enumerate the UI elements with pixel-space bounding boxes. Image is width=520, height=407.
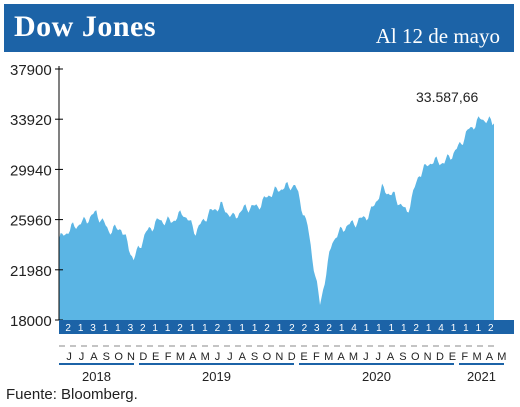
x-day-label: 3: [128, 323, 134, 334]
x-month-label: J: [227, 351, 233, 363]
x-day-label: 3: [90, 323, 96, 334]
source-note: Fuente: Bloomberg.: [6, 386, 138, 403]
x-day-label: 2: [302, 323, 308, 334]
x-month-label: N: [424, 351, 432, 363]
y-tick-label: 21980: [10, 263, 52, 280]
x-month-label: J: [66, 351, 72, 363]
x-month-label: O: [114, 351, 123, 363]
chart-date: Al 12 de mayo: [375, 24, 500, 48]
x-day-label: 1: [401, 323, 407, 334]
x-day-label: 1: [376, 323, 382, 334]
y-tick-label: 25960: [10, 213, 52, 230]
x-day-label: 2: [215, 323, 221, 334]
x-month-label: M: [497, 351, 506, 363]
x-month-label: J: [215, 351, 221, 363]
chart-header: Dow Jones Al 12 de mayo: [4, 4, 514, 52]
x-month-label: E: [300, 351, 307, 363]
x-month-label: M: [201, 351, 210, 363]
x-day-label: 1: [476, 323, 482, 334]
x-day-label: 1: [202, 323, 208, 334]
x-day-label: 2: [65, 323, 71, 334]
x-month-label: M: [473, 351, 482, 363]
x-month-label: M: [349, 351, 358, 363]
x-month-label: A: [486, 351, 494, 363]
x-month-label: J: [363, 351, 369, 363]
x-month-label: A: [239, 351, 247, 363]
x-month-label: J: [79, 351, 85, 363]
x-month-label: D: [139, 351, 147, 363]
chart-title: Dow Jones: [14, 10, 157, 43]
x-day-label: 1: [252, 323, 258, 334]
x-day-label: 1: [165, 323, 171, 334]
y-tick-label: 37900: [10, 62, 52, 79]
x-month-label: A: [189, 351, 197, 363]
x-month-label: A: [337, 351, 345, 363]
x-day-label: 1: [463, 323, 469, 334]
y-tick-label: 18000: [10, 313, 52, 330]
x-day-label: 2: [140, 323, 146, 334]
year-label: 2019: [202, 369, 231, 384]
x-month-label: N: [275, 351, 283, 363]
x-month-label: O: [411, 351, 420, 363]
x-month-label: A: [90, 351, 98, 363]
x-month-label: F: [313, 351, 320, 363]
x-month-label: M: [324, 351, 333, 363]
x-day-label: 4: [438, 323, 444, 334]
x-day-label: 1: [227, 323, 233, 334]
x-day-label: 2: [413, 323, 419, 334]
x-month-label: S: [399, 351, 406, 363]
area-series: [59, 116, 494, 320]
x-day-label: 2: [326, 323, 332, 334]
x-day-label: 1: [277, 323, 283, 334]
chart-frame: Dow Jones Al 12 de mayo 37900 33920 29940 2…: [4, 4, 514, 384]
x-month-label: D: [436, 351, 444, 363]
x-day-label: 1: [364, 323, 370, 334]
year-label: 2021: [467, 369, 496, 384]
x-day-label: 2: [488, 323, 494, 334]
y-tick-label: 29940: [10, 162, 52, 179]
x-month-label: J: [375, 351, 381, 363]
x-day-label: 2: [264, 323, 270, 334]
x-day-label: 2: [177, 323, 183, 334]
x-month-label: M: [176, 351, 185, 363]
x-day-label: 1: [78, 323, 84, 334]
year-label: 2020: [362, 369, 391, 384]
x-day-label: 1: [190, 323, 196, 334]
x-month-label: N: [127, 351, 135, 363]
x-day-label: 1: [103, 323, 109, 334]
x-month-label: O: [263, 351, 272, 363]
x-day-label: 1: [339, 323, 345, 334]
x-day-label: 1: [152, 323, 158, 334]
x-month-label: E: [449, 351, 456, 363]
x-month-label: F: [165, 351, 172, 363]
x-day-label: 1: [115, 323, 121, 334]
x-month-label: F: [461, 351, 468, 363]
x-day-label: 1: [239, 323, 245, 334]
x-day-label: 3: [314, 323, 320, 334]
x-day-label: 1: [389, 323, 395, 334]
x-month-label: E: [152, 351, 159, 363]
x-day-label: 2: [289, 323, 295, 334]
x-month-label: S: [251, 351, 258, 363]
x-month-label: D: [288, 351, 296, 363]
year-label: 2018: [82, 369, 111, 384]
dow-jones-area-chart: 37900 33920 29940 25960 21980 18000 33.587,66 2…: [10, 62, 514, 384]
x-axis-band: [59, 320, 514, 334]
last-value-annotation: 33.587,66: [416, 89, 478, 105]
x-day-label: 1: [451, 323, 457, 334]
x-month-label: A: [387, 351, 395, 363]
y-tick-label: 33920: [10, 112, 52, 129]
x-month-label: S: [103, 351, 110, 363]
x-day-label: 4: [351, 323, 357, 334]
x-day-label: 1: [426, 323, 432, 334]
